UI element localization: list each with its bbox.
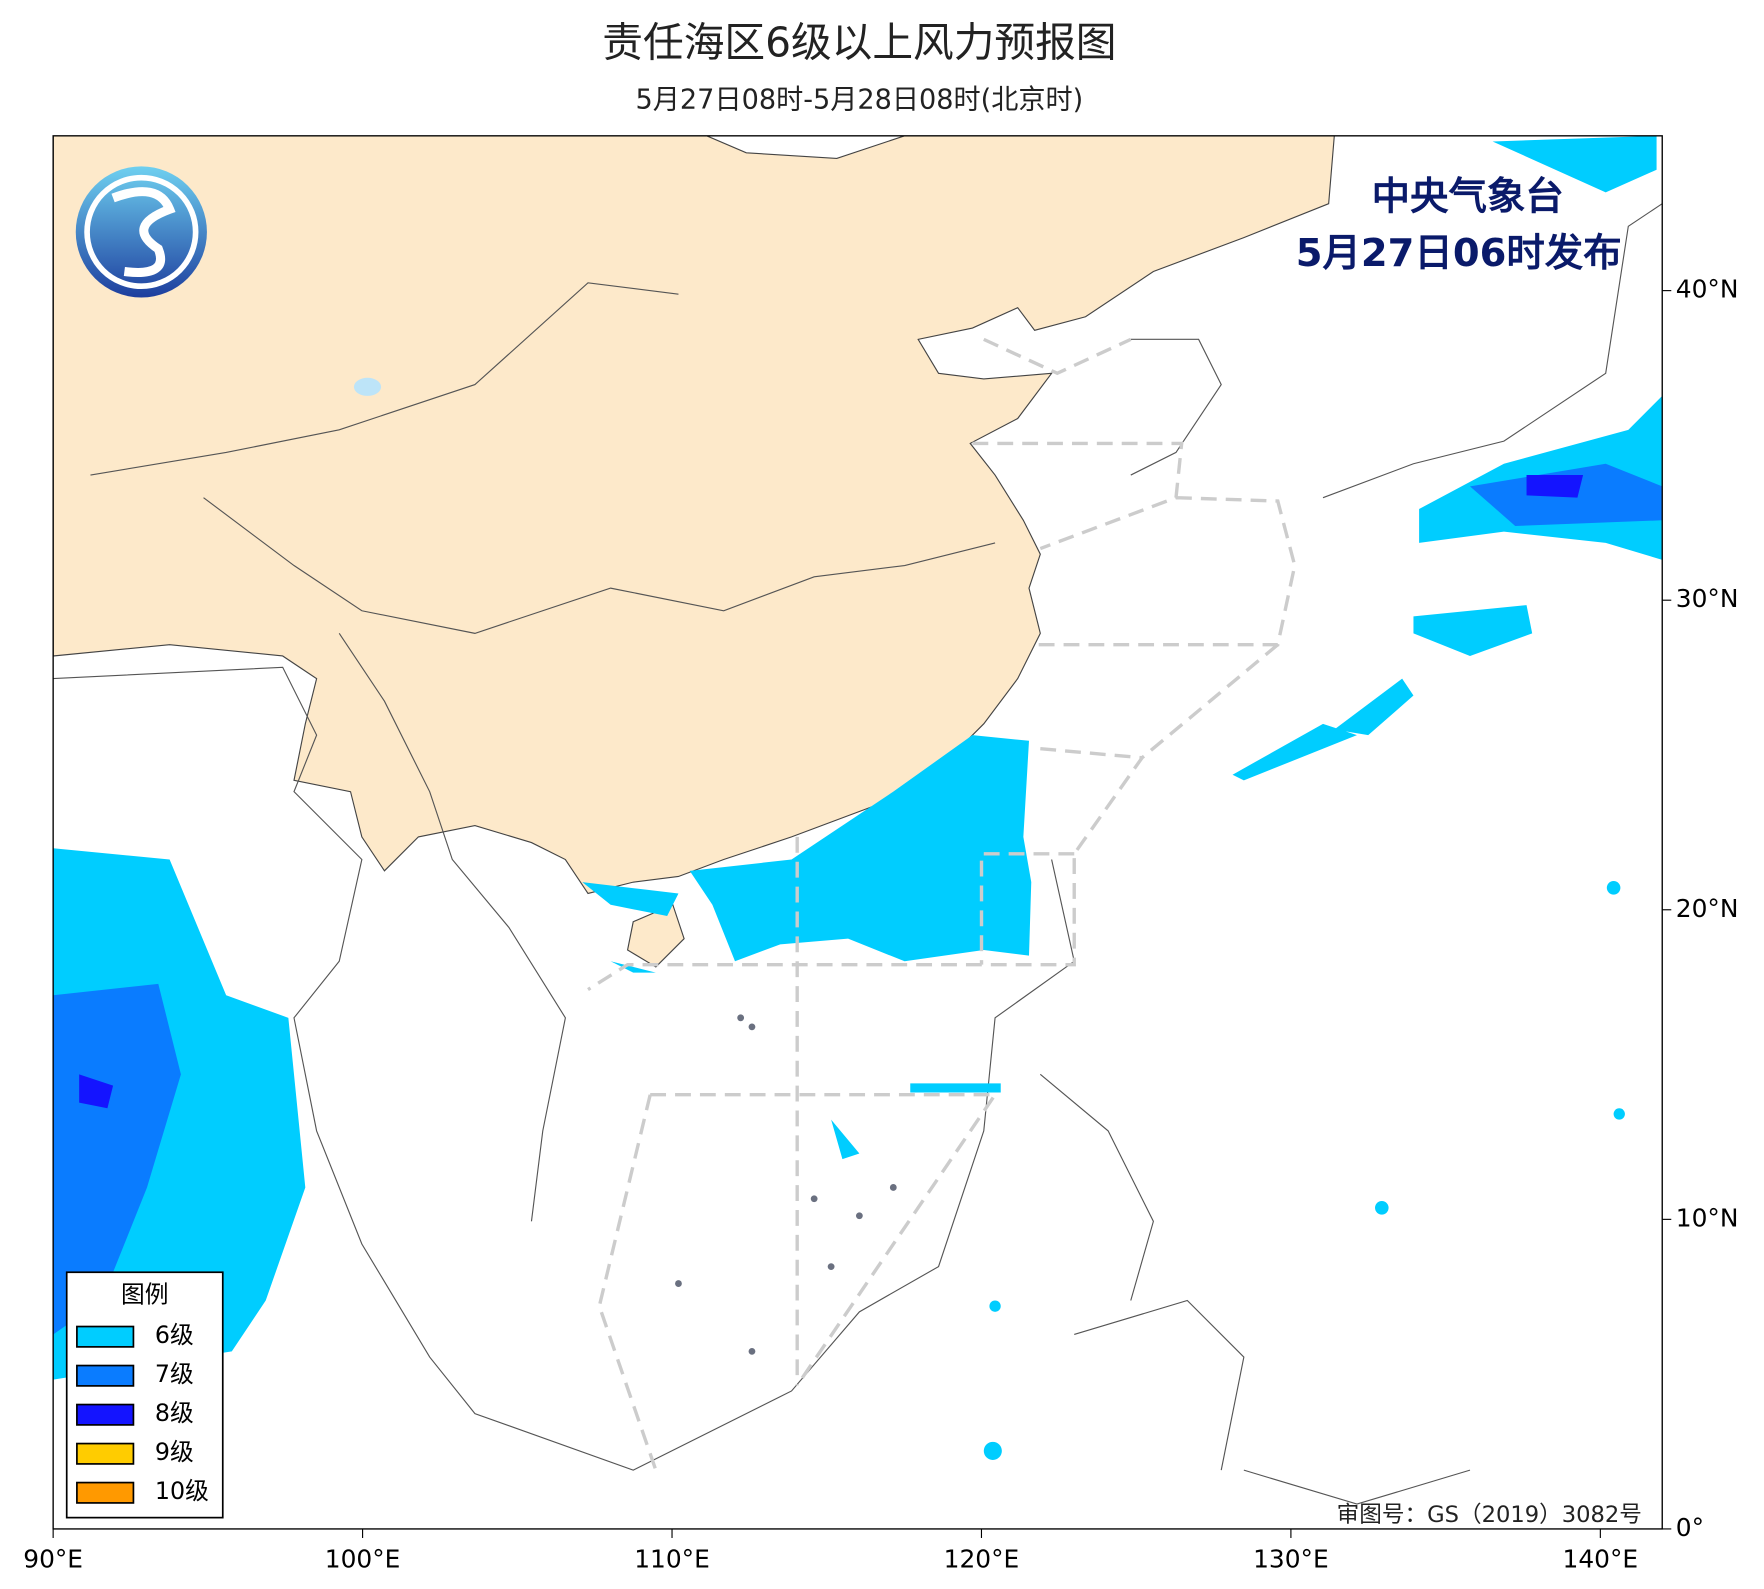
legend-label: 10级 xyxy=(155,1477,209,1505)
legend-swatch xyxy=(76,1364,135,1387)
lake xyxy=(353,377,382,396)
subtitle: 5月27日08时-5月28日08时(北京时) xyxy=(636,84,1084,115)
issue-time: 5月27日06时发布 xyxy=(1296,231,1622,276)
legend-swatch xyxy=(76,1403,135,1426)
borders xyxy=(53,203,1663,1505)
legend-swatch xyxy=(76,1481,135,1504)
legend-label: 6级 xyxy=(155,1321,194,1349)
approval-number: 审图号：GS（2019）3082号 xyxy=(1337,1502,1642,1528)
reefs xyxy=(675,1014,897,1355)
legend-label: 9级 xyxy=(155,1438,194,1466)
title: 责任海区6级以上风力预报图 xyxy=(602,18,1116,66)
logo xyxy=(75,166,207,298)
y-tick-label: 40°N xyxy=(1676,275,1739,304)
legend: 图例 6级 7级 8级 9级 10级 xyxy=(65,1271,224,1519)
x-tick-label: 110°E xyxy=(634,1545,710,1574)
map-area xyxy=(53,135,1663,1529)
x-tick-label: 120°E xyxy=(944,1545,1020,1574)
x-tick-label: 90°E xyxy=(23,1545,83,1574)
map-frame xyxy=(52,135,1663,1530)
y-tick-label: 10°N xyxy=(1676,1203,1739,1232)
y-tick-label: 30°N xyxy=(1676,584,1739,613)
y-tick-label: 0° xyxy=(1676,1513,1704,1542)
legend-title: 图例 xyxy=(121,1280,168,1308)
china-land xyxy=(53,135,1335,895)
x-tick-label: 100°E xyxy=(325,1545,401,1574)
legend-label: 8级 xyxy=(155,1399,194,1427)
x-tick-label: 130°E xyxy=(1253,1545,1329,1574)
legend-swatch xyxy=(76,1325,135,1348)
legend-label: 7级 xyxy=(155,1360,194,1388)
rivers xyxy=(90,282,996,1222)
issuer: 中央气象台 xyxy=(1372,175,1564,220)
legend-swatch xyxy=(76,1442,135,1465)
legend-box xyxy=(65,1271,224,1519)
x-tick-label: 140°E xyxy=(1563,1545,1639,1574)
y-tick-label: 20°N xyxy=(1676,894,1739,923)
